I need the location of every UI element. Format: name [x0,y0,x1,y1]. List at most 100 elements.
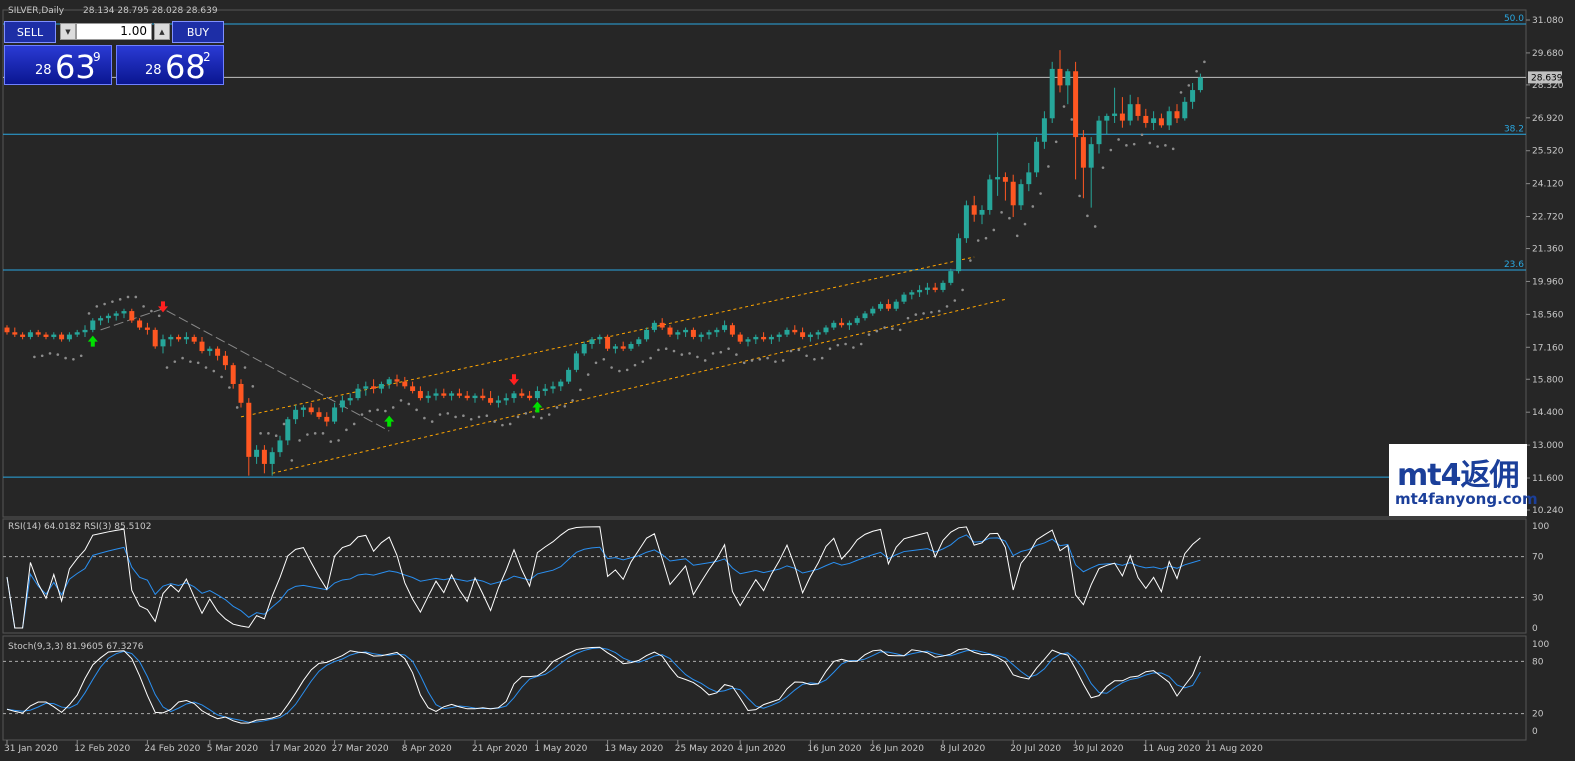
lot-decrease-button[interactable]: ▼ [60,23,76,40]
lot-size-input[interactable]: 1.00 [76,23,152,40]
candle-body [1096,120,1102,145]
sar-dot [337,439,340,442]
candle-body [807,334,813,337]
candle-body [1197,77,1203,91]
candle-body [472,395,478,399]
price-tick-label: 31.080 [1532,16,1564,26]
buy-button[interactable]: BUY [172,21,224,43]
candle-body [35,332,41,335]
sar-dot [430,420,434,423]
candle-body [605,336,611,349]
candle-body [137,320,143,328]
current-price-label: 28.639 [1531,73,1563,83]
fib-level-label: 50.0 [1504,14,1524,24]
candle-body [176,336,182,340]
sar-dot [742,361,746,365]
buy-signal-arrow [87,335,98,347]
sar-dot [181,356,184,360]
candle-body [4,327,10,333]
candle-body [519,393,525,396]
time-tick-label: 24 Feb 2020 [144,744,200,754]
sar-dot [306,433,309,436]
candle-body [1151,118,1157,123]
sar-dot [196,361,200,365]
stoch-main-line [6,646,1201,724]
candle-body [1065,71,1071,86]
price-pane-frame [2,9,1527,518]
candle-body [199,341,205,352]
sar-dot [243,366,247,369]
sar-dot [766,356,769,360]
candle-body [355,388,361,399]
sar-dot [672,349,676,353]
candle-body [1182,101,1188,119]
sar-dot [1023,222,1027,226]
sar-dot [251,385,255,388]
time-tick-label: 30 Jul 2020 [1073,744,1124,754]
candle-body [121,311,127,314]
sar-dot [118,298,122,301]
candle-body [300,407,306,410]
sar-dot [516,415,520,419]
candle-body [1135,104,1141,116]
stoch-signal-line [6,647,1201,723]
sar-dot [618,369,621,373]
candle-body [737,334,743,342]
sar-dot [103,302,106,306]
sar-dot [399,399,403,402]
sar-dot [438,413,442,416]
candle-body [831,322,837,328]
buy-quote-prefix: 28 [145,63,162,78]
candle-body [862,313,868,319]
sar-dot [750,359,754,362]
sell-quote[interactable]: 28 63 9 [4,45,112,85]
candle-body [706,332,712,335]
sar-dot [485,414,489,418]
sar-dot [165,366,169,369]
sar-dot [1031,205,1035,208]
sar-dot [610,366,613,369]
candles-layer [4,50,1203,476]
candle-body [1166,111,1172,126]
candle-body [542,388,548,392]
candle-body [402,381,408,387]
candle-body [254,449,260,457]
sell-button[interactable]: SELL [4,21,56,43]
time-tick-label: 27 Mar 2020 [332,744,389,754]
sar-dot [1101,166,1105,169]
sar-dot [532,415,535,419]
time-tick-label: 21 Apr 2020 [472,744,528,754]
candle-body [363,386,369,389]
candle-body [846,322,852,326]
candle-body [394,379,400,382]
sar-dot [836,343,840,347]
candle-body [207,348,213,352]
lot-increase-button[interactable]: ▲ [154,23,170,40]
sar-dot [844,342,847,346]
sar-dot [1132,142,1136,146]
candle-body [495,400,501,403]
candle-body [534,391,540,399]
buy-quote[interactable]: 28 68 2 [116,45,224,85]
candle-body [815,332,821,335]
candle-body [1041,118,1047,142]
fib-level-label: 23.6 [1504,260,1524,270]
sar-dot [150,309,153,313]
logo-url-text: mt4fanyong.com [1395,490,1538,508]
candle-body [82,329,88,333]
candle-body [1073,71,1079,138]
fib-level-label: 38.2 [1504,124,1524,134]
sar-dot [298,439,301,442]
sar-dot [696,355,699,359]
sar-dot [805,354,808,358]
candle-body [417,391,423,399]
candle-body [410,386,416,392]
sar-dot [852,346,855,349]
rsi-title: RSI(14) 64.0182 RSI(3) 85.5102 [8,522,151,532]
stoch-title: Stoch(9,3,3) 81.9605 67.3276 [8,642,144,652]
candle-body [753,336,759,340]
time-tick-label: 25 May 2020 [675,744,734,754]
sar-dot [859,342,863,346]
